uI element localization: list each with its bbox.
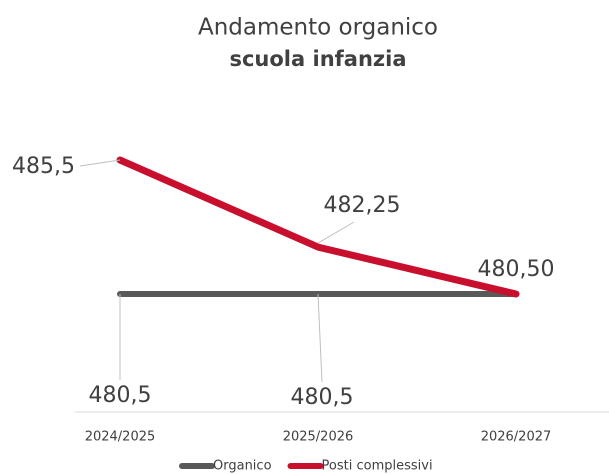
line [116,156,520,298]
leader-line [79,159,121,167]
data-label: 480,5 [291,385,354,410]
data-label: 480,5 [89,383,152,408]
x-tick-label: 2024/2025 [85,430,156,445]
data-label: 482,25 [324,193,401,218]
x-tick-label: 2025/2026 [283,430,354,445]
data-label: 480,50 [478,257,555,282]
leader-line [317,221,355,244]
legend-label: Organico [213,459,272,474]
leader-line [317,293,323,383]
x-tick-label: 2026/2027 [481,430,552,445]
chart-title: Andamento organico [198,15,438,41]
chart-subtitle: scuola infanzia [229,47,406,71]
legend-label: Posti complessivi [322,459,433,474]
data-label: 485,5 [12,154,75,179]
